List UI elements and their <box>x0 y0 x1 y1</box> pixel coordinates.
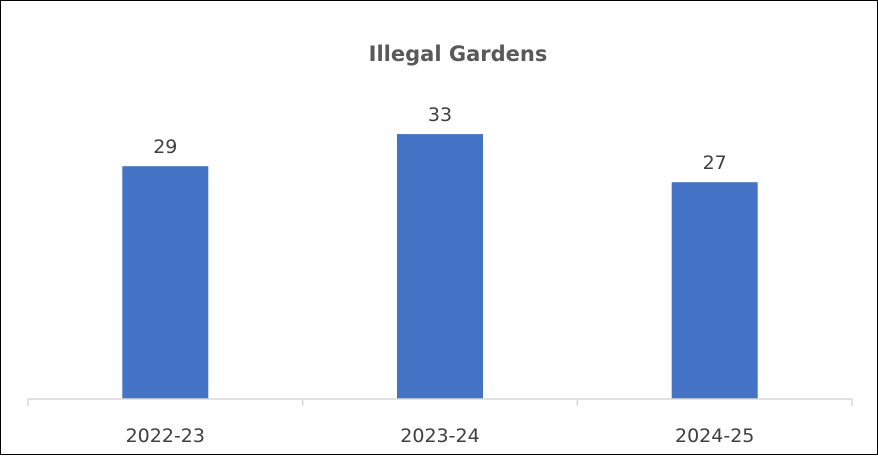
bar-2022-23 <box>122 166 209 399</box>
x-axis <box>27 398 853 406</box>
bars-layer <box>122 134 758 399</box>
bar-2023-24 <box>397 134 483 399</box>
x-tick-label-2022-23: 2022-23 <box>126 425 205 447</box>
data-label-2022-23: 29 <box>153 136 177 158</box>
data-labels-layer: 29 33 27 <box>153 104 727 174</box>
data-label-2024-25: 27 <box>703 152 727 174</box>
data-label-2023-24: 33 <box>428 104 452 126</box>
bar-2024-25 <box>671 182 758 399</box>
chart-title: Illegal Gardens <box>369 42 548 66</box>
x-tick-label-2023-24: 2023-24 <box>400 425 479 447</box>
x-tick-labels: 2022-23 2023-24 2024-25 <box>126 425 755 447</box>
x-tick-label-2024-25: 2024-25 <box>675 425 754 447</box>
